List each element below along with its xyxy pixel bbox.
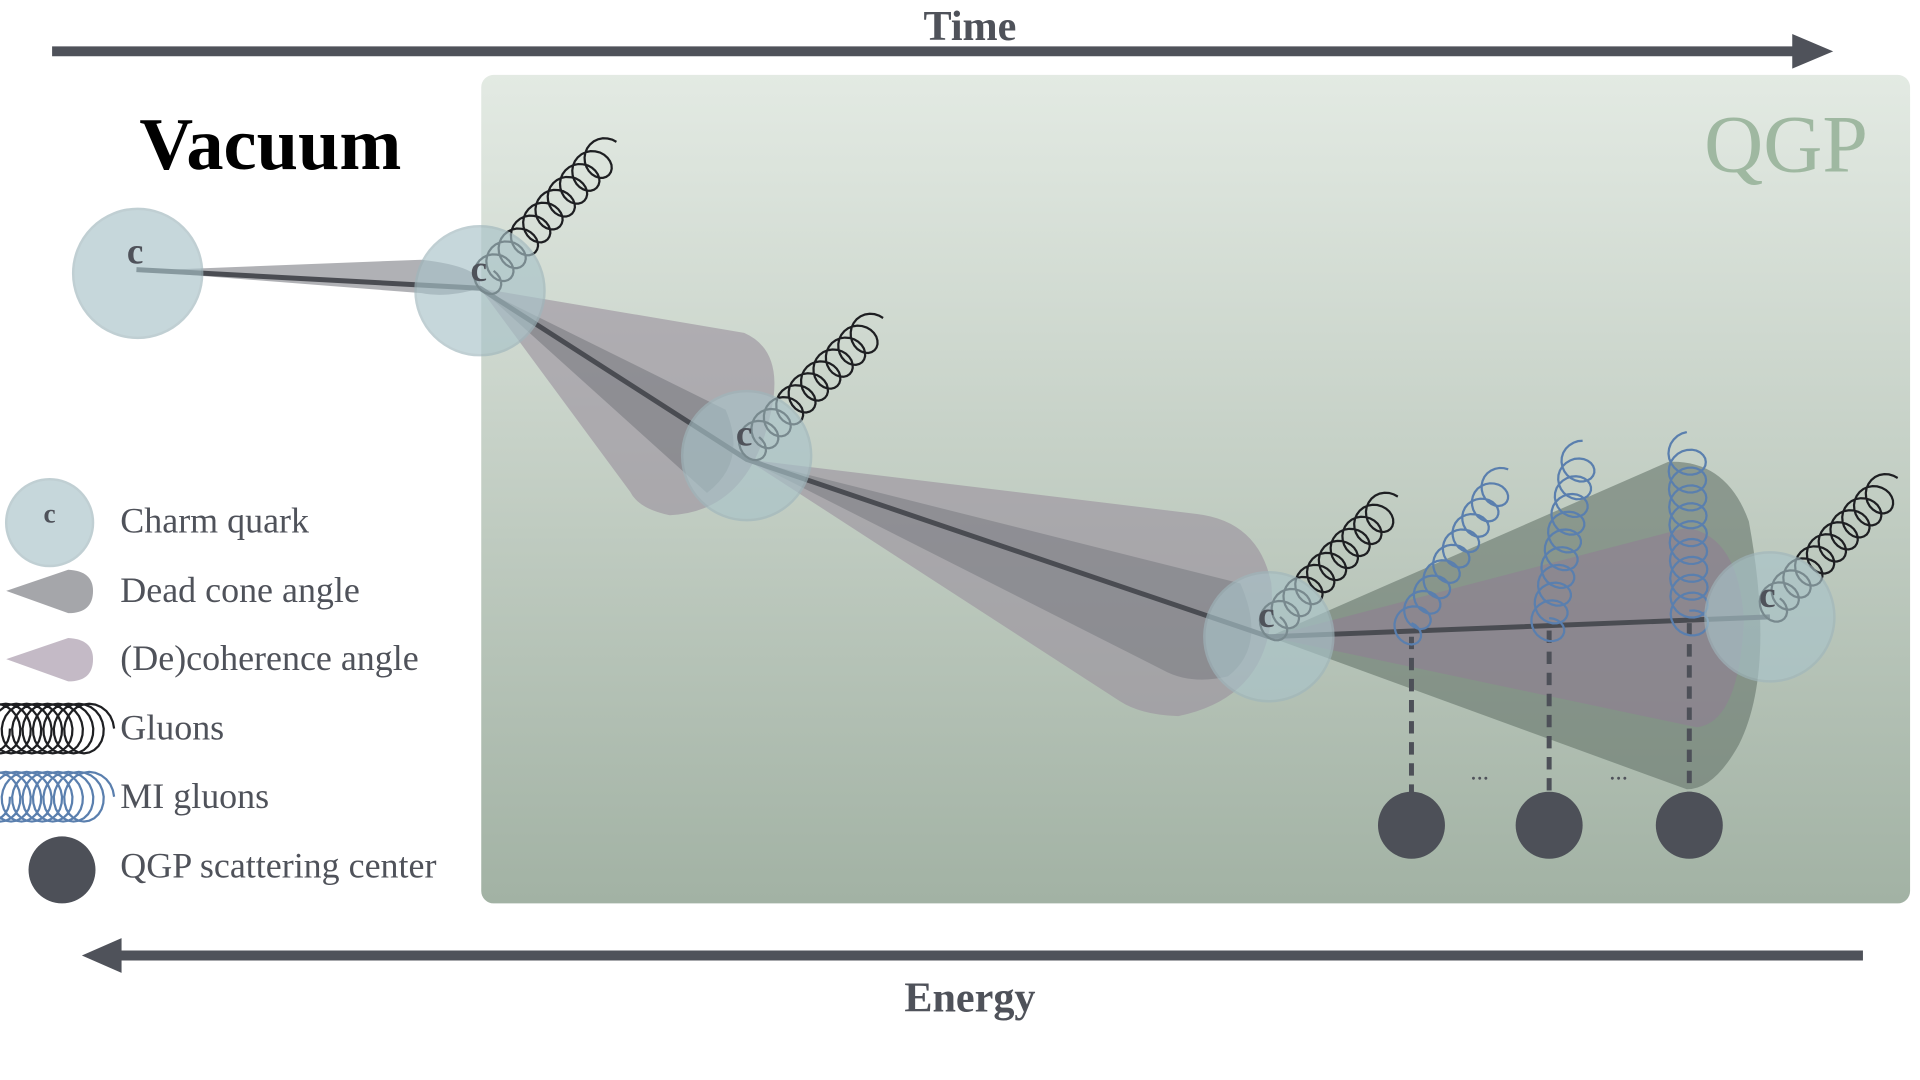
legend-mi-gluon [0,770,116,823]
legend-quark-symbol: c [44,499,56,529]
energy-arrowhead [81,938,122,973]
quark-label: c [1759,575,1776,616]
quark-label: c [1258,595,1275,636]
charm-quark [414,224,546,357]
mi-gluon [1667,431,1710,637]
legend-label: MI gluons [120,776,269,816]
quarks: c c c c c [71,207,1836,703]
mi-gluon [1393,466,1510,646]
charm-quark [1704,551,1836,683]
scattering: ... ... [1377,623,1723,859]
quark-label: c [127,231,144,272]
dead-cone [746,459,1252,680]
legend-gluon [0,702,116,755]
quark-label: c [736,414,753,455]
scattering-center [1377,791,1445,859]
legend-quark [4,477,95,568]
scattering-center [1515,791,1583,859]
legend-label: (De)coherence angle [120,638,418,678]
energy-label: Energy [904,974,1035,1021]
legend-scattering-center [28,836,96,904]
legend-dead-cone [6,569,94,614]
dead-cone [480,288,734,493]
legend-label: Charm quark [120,501,309,541]
charm-quark [71,207,204,340]
ellipsis: ... [1470,758,1489,785]
legend: c Charm quark Dead cone angle (De)cohere… [4,477,436,904]
legend-decoherence-cone [6,637,94,682]
scattering-center [1655,791,1723,859]
qgp-label: QGP [1704,99,1868,190]
vacuum-label: Vacuum [139,104,401,186]
legend-label: Gluons [120,708,224,748]
legend-label: Dead cone angle [120,570,360,610]
time-arrowhead [1792,33,1834,69]
charm-quark [1203,571,1335,703]
ellipsis: ... [1609,758,1628,785]
quark-label: c [471,249,488,290]
time-label: Time [923,3,1016,50]
mi-gluon [1530,439,1596,643]
charm-quark [680,389,813,522]
legend-label: QGP scattering center [120,845,436,885]
decoherence-cone [746,459,1273,717]
